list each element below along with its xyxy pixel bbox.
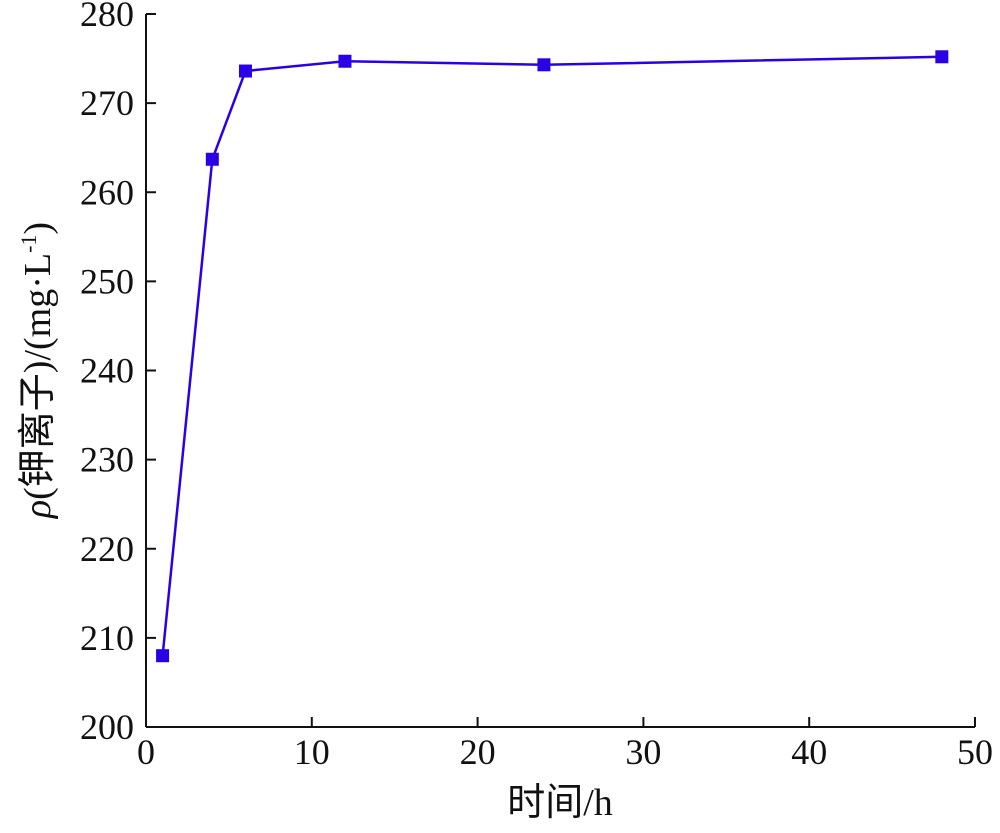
y-axis-title-exponent: -1 (16, 235, 41, 253)
x-ticks: 0 10 20 30 40 50 (137, 717, 993, 772)
y-axis-title-symbol: ρ (17, 500, 59, 519)
x-tick-label: 10 (294, 732, 330, 772)
data-point (238, 64, 252, 78)
y-tick-label: 220 (80, 529, 134, 569)
y-tick-label: 270 (80, 83, 134, 123)
y-axis-title-label: (钾离子)/(mg·L (17, 253, 59, 500)
data-point (935, 50, 949, 64)
y-tick-label: 210 (80, 618, 134, 658)
series-group (156, 50, 949, 663)
x-tick-label: 40 (791, 732, 827, 772)
data-point (537, 58, 551, 72)
data-point (156, 649, 170, 663)
x-axis-title: 时间/h (507, 782, 613, 824)
data-point (205, 152, 219, 166)
axes (145, 14, 975, 728)
x-tick-label: 0 (137, 732, 155, 772)
series-line (161, 55, 942, 656)
y-tick-label: 200 (80, 707, 134, 747)
y-tick-label: 230 (80, 440, 134, 480)
x-tick-label: 20 (460, 732, 496, 772)
y-ticks: 200 210 220 230 240 250 260 270 280 (80, 0, 156, 747)
y-axis-title: ρ(钾离子)/(mg·L-1) (16, 222, 59, 519)
y-tick-label: 250 (80, 261, 134, 301)
y-axis-title-close: ) (17, 222, 59, 235)
y-tick-label: 280 (80, 0, 134, 34)
x-tick-label: 50 (957, 732, 993, 772)
y-tick-label: 260 (80, 172, 134, 212)
y-tick-label: 240 (80, 351, 134, 391)
x-tick-label: 30 (625, 732, 661, 772)
data-point (338, 54, 352, 68)
